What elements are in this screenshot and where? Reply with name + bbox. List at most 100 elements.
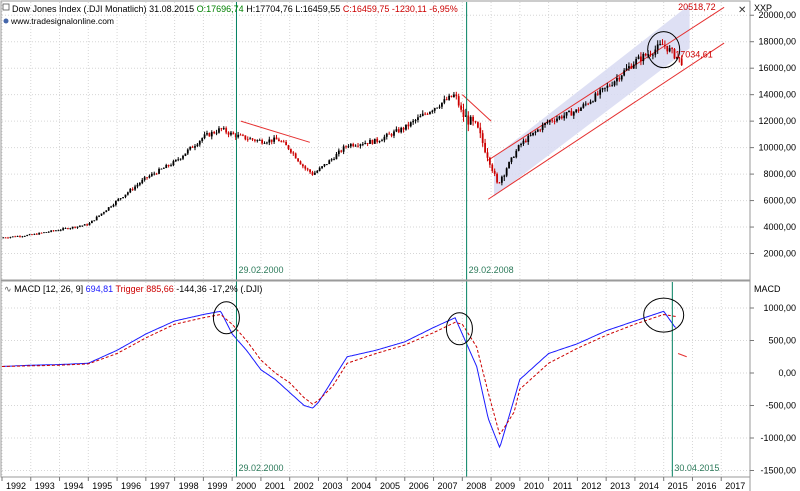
- candle-body: [4, 237, 7, 239]
- candle-body: [486, 152, 489, 158]
- year-tick-label: 1993: [35, 481, 55, 491]
- candle-body: [294, 153, 297, 159]
- header-close: C:16459,75: [343, 4, 390, 14]
- candle-body: [323, 164, 326, 167]
- year-tick-label: 2003: [322, 481, 342, 491]
- candle-body: [395, 129, 398, 132]
- candle-body: [673, 49, 676, 59]
- year-tick-label: 1998: [179, 481, 199, 491]
- candle-body: [393, 131, 395, 136]
- close-icon[interactable]: ✕: [738, 5, 746, 16]
- candle-body: [656, 44, 659, 50]
- macd-tick-label: 0,00: [778, 368, 796, 378]
- header-change-pct: -6,95%: [429, 4, 458, 14]
- year-tick-label: 2012: [581, 481, 601, 491]
- candle-body: [417, 117, 419, 120]
- candle-body: [342, 146, 345, 152]
- candle-body: [299, 161, 302, 165]
- trend-channel-upper: [487, 6, 725, 161]
- year-tick-label: 2017: [725, 481, 745, 491]
- candle-body: [7, 237, 9, 239]
- candle-body: [81, 225, 84, 227]
- candle-body: [628, 66, 630, 69]
- price-tick-label: 20000,00: [758, 10, 796, 20]
- candle-body: [539, 129, 542, 131]
- candle-body: [309, 169, 311, 173]
- candle-body: [443, 99, 446, 103]
- year-tick-label: 2005: [380, 481, 400, 491]
- candle-body: [503, 175, 506, 177]
- price-tick-label: 16000,00: [758, 63, 796, 73]
- candle-body: [652, 54, 654, 56]
- price-tick-label: 14000,00: [758, 90, 796, 100]
- candle-body: [285, 141, 287, 146]
- candle-body: [364, 142, 367, 145]
- candle-body: [349, 144, 352, 147]
- candle-body: [38, 232, 41, 235]
- candle-body: [625, 68, 628, 71]
- year-tick-label: 2007: [438, 481, 458, 491]
- candle-body: [345, 146, 347, 148]
- candle-body: [313, 172, 316, 175]
- candle-body: [126, 192, 129, 195]
- candle-body: [654, 49, 657, 55]
- candle-body: [179, 158, 182, 160]
- candle-body: [400, 127, 403, 133]
- macd-circle-2015: [643, 297, 685, 333]
- candle-body: [680, 58, 683, 66]
- candle-body: [182, 155, 184, 159]
- price-tick-label: 8000,00: [763, 169, 796, 179]
- candle-body: [532, 132, 534, 136]
- candle-body: [541, 124, 544, 131]
- candle-body: [620, 75, 623, 80]
- header-name: Dow Jones Index (.DJI Monatlich): [12, 4, 147, 14]
- candle-body: [515, 150, 518, 158]
- header-line: Dow Jones Index (.DJI Monatlich) 31.08.2…: [12, 4, 458, 14]
- price-tick-label: 10000,00: [758, 143, 796, 153]
- price-y-ticks: 20000,00 18000,00 16000,00 14000,00 12000,00…: [750, 10, 796, 259]
- candle-body: [215, 132, 218, 134]
- candle-body: [232, 132, 235, 135]
- macd-legend: ∿ MACD [12, 26, 9] 694,81 Trigger 885,66…: [4, 284, 262, 294]
- candle-body: [174, 159, 177, 162]
- candle-body: [98, 215, 100, 217]
- candle-body: [433, 108, 436, 111]
- candle-body: [529, 135, 532, 136]
- candle-body: [11, 236, 14, 238]
- candle-body: [493, 170, 496, 174]
- macd-legend-symbol: (.DJI): [240, 284, 262, 294]
- candle-body: [220, 128, 223, 130]
- candle-body: [663, 45, 666, 46]
- candle-body: [50, 230, 53, 232]
- candle-body: [117, 199, 120, 201]
- candle-body: [371, 140, 374, 144]
- candle-body: [86, 224, 89, 226]
- candle-body: [426, 113, 429, 115]
- candle-body: [474, 121, 477, 123]
- candle-body: [102, 212, 105, 214]
- year-tick-label: 1996: [121, 481, 141, 491]
- candle-body: [122, 197, 124, 199]
- candle-body: [316, 170, 319, 173]
- candle-body: [124, 194, 127, 198]
- resistance-line-2000: [240, 120, 310, 143]
- candle-body: [568, 110, 570, 113]
- candle-body: [572, 112, 575, 116]
- candle-body: [43, 232, 45, 234]
- candle-body: [40, 232, 43, 234]
- macd-legend-trigger-label: Trigger: [115, 284, 143, 294]
- candle-body: [254, 139, 256, 141]
- candle-body: [191, 146, 194, 148]
- candle-body: [301, 164, 304, 167]
- candle-body: [321, 166, 323, 169]
- year-tick-label: 2001: [265, 481, 285, 491]
- candle-body: [491, 164, 494, 171]
- candle-body: [496, 173, 498, 183]
- candle-body: [570, 110, 573, 116]
- candle-body: [134, 186, 136, 190]
- candle-body: [31, 234, 33, 236]
- year-tick-label: 2000: [236, 481, 256, 491]
- candle-body: [500, 176, 503, 183]
- candle-body: [76, 226, 79, 228]
- candle-body: [373, 138, 376, 144]
